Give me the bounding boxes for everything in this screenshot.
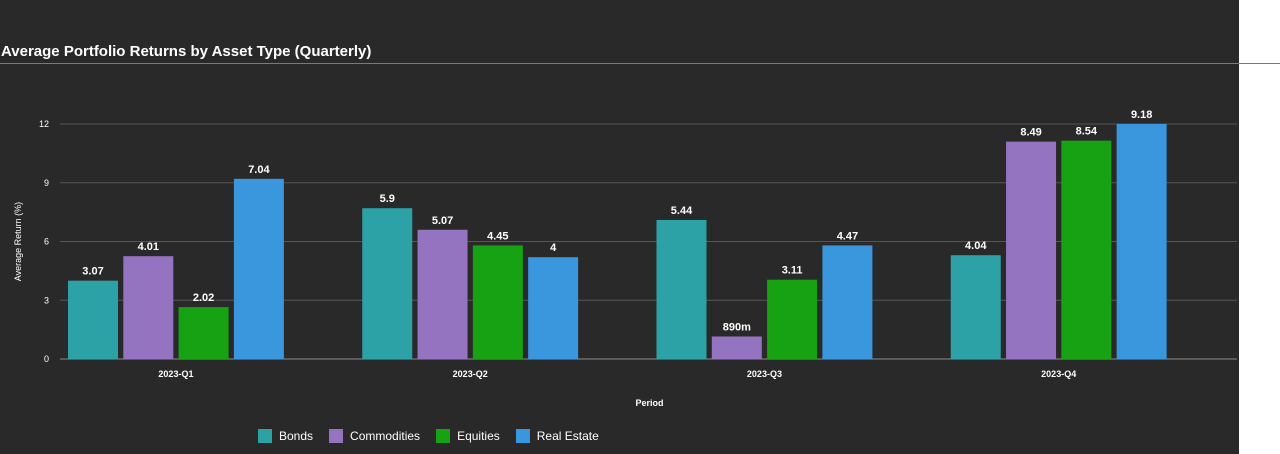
legend-label: Real Estate	[536, 429, 599, 443]
data-label: 5.44	[671, 205, 693, 217]
bar-chart: 3.07 4.01 2.02 7.04 5.9 5.07 4.45 4 5.44 890m 3.11…	[13, 109, 1237, 408]
bar-real-estate	[528, 257, 579, 359]
data-label: 5.9	[380, 193, 395, 205]
bar-commodities	[417, 229, 468, 359]
bar-bonds	[362, 208, 413, 359]
title-divider	[0, 63, 1280, 64]
data-label: 4.01	[138, 241, 159, 253]
legend-label: Bonds	[279, 429, 314, 443]
bar-equities	[767, 279, 818, 359]
legend-item-commodities[interactable]: Commodities	[329, 429, 420, 443]
bar-commodities	[123, 256, 174, 359]
data-label: 890m	[723, 321, 751, 333]
bar-bonds	[950, 255, 1001, 359]
data-labels: 3.07 4.01 2.02 7.04 5.9 5.07 4.45 4 5.44 890m 3.11…	[82, 109, 1152, 333]
legend-item-real-estate[interactable]: Real Estate	[515, 429, 599, 443]
legend-swatch	[515, 429, 530, 443]
data-label: 4.04	[965, 240, 987, 252]
legend-swatch	[329, 429, 344, 443]
bar-bonds	[656, 219, 707, 359]
bar-real-estate	[822, 245, 873, 359]
x-axis-title: Period	[635, 398, 663, 408]
bars	[68, 124, 1167, 359]
data-label: 2.02	[193, 292, 214, 304]
data-label: 8.54	[1076, 126, 1098, 138]
bar-commodities	[1006, 141, 1057, 359]
data-label: 4	[550, 242, 557, 254]
data-label: 4.47	[837, 230, 858, 242]
data-label: 4.45	[487, 230, 508, 242]
x-tick-label: 2023-Q4	[1041, 369, 1076, 379]
data-label: 3.11	[782, 265, 803, 277]
data-label: 5.07	[432, 215, 453, 227]
y-tick-label: 0	[44, 354, 49, 364]
bar-equities	[178, 307, 229, 359]
data-label: 7.04	[248, 164, 270, 176]
y-tick-label: 9	[44, 178, 49, 188]
legend-item-equities[interactable]: Equities	[436, 429, 500, 443]
legend-label: Commodities	[350, 429, 421, 443]
axes: 0 3 6 9 12 Average Return (%) 2023-Q1 2023-Q2 20…	[13, 119, 1076, 408]
y-tick-label: 12	[39, 119, 49, 129]
legend-swatch	[436, 429, 451, 443]
bar-commodities	[711, 336, 762, 359]
bar-real-estate	[233, 178, 284, 359]
chart-title: Average Portfolio Returns by Asset Type …	[1, 43, 372, 60]
data-label: 3.07	[82, 266, 103, 278]
y-axis-title: Average Return (%)	[13, 202, 23, 281]
legend-swatch	[258, 429, 272, 443]
x-tick-label: 2023-Q2	[453, 369, 488, 379]
y-tick-label: 6	[44, 237, 49, 247]
legend-item-bonds[interactable]: Bonds	[258, 429, 313, 443]
x-tick-label: 2023-Q3	[747, 369, 782, 379]
data-label: 8.49	[1020, 127, 1041, 139]
bar-equities	[1061, 140, 1112, 359]
y-tick-label: 3	[44, 295, 49, 305]
x-tick-label: 2023-Q1	[158, 369, 193, 379]
bar-real-estate	[1116, 124, 1167, 359]
legend-label: Equities	[457, 429, 500, 443]
data-label: 9.18	[1131, 109, 1152, 121]
bar-equities	[472, 245, 523, 359]
bar-bonds	[68, 280, 118, 359]
legend: Bonds Commodities Equities Real Estate	[258, 429, 615, 443]
